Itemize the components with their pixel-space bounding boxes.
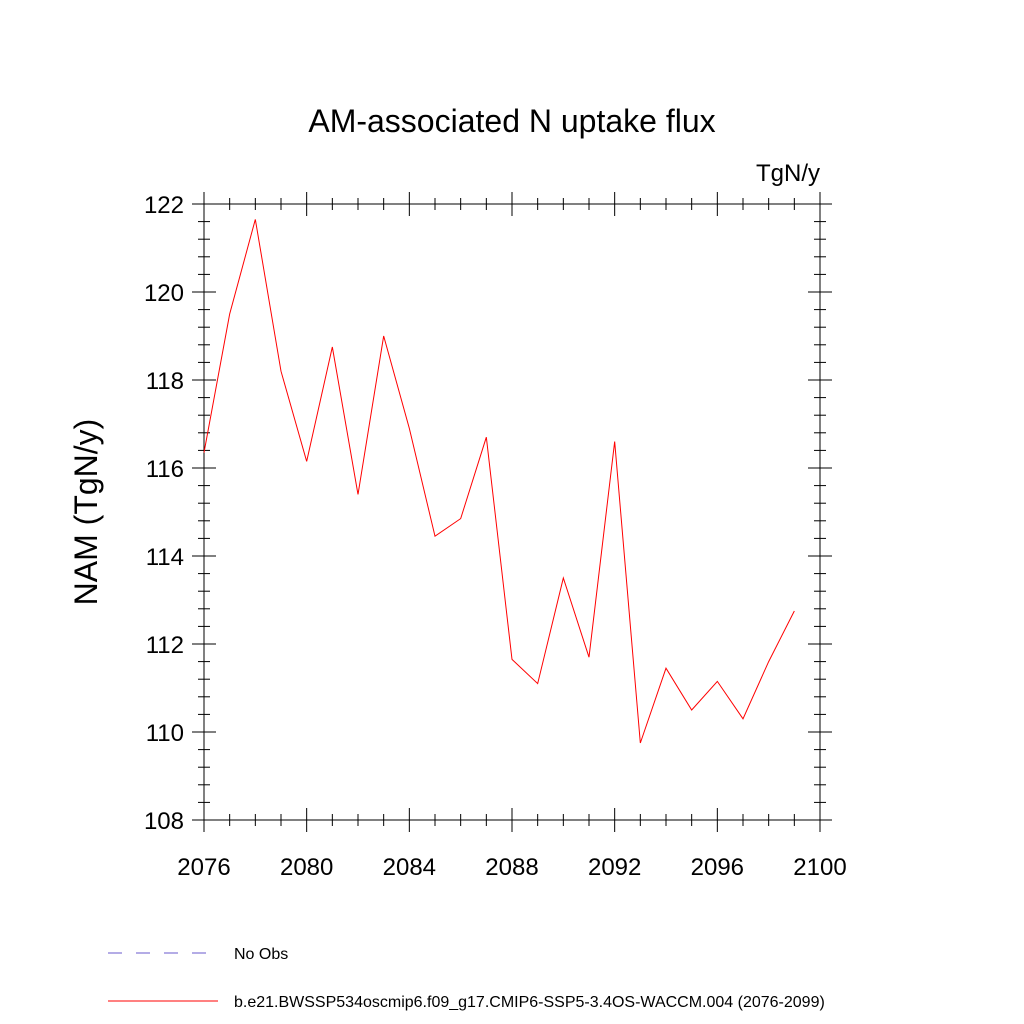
legend-label-model: b.e21.BWSSP534oscmip6.f09_g17.CMIP6-SSP5…	[234, 994, 825, 1011]
axis-ticks: 2076 2080 2084 2088 2092 2096 2100 108 110 112 114…	[144, 192, 847, 881]
series-group	[203, 219, 795, 744]
y-tick-label: 110	[146, 720, 184, 747]
legend: No Obs b.e21.BWSSP534oscmip6.f09_g17.CMI…	[108, 946, 825, 1011]
y-tick-label: 118	[146, 368, 184, 395]
x-tick-label: 2080	[280, 854, 333, 881]
y-tick-label: 116	[146, 456, 184, 483]
x-tick-label: 2076	[177, 854, 230, 881]
series-line	[203, 219, 795, 744]
units-label: TgN/y	[756, 160, 820, 187]
plot-frame	[203, 203, 821, 821]
y-tick-label: 112	[146, 632, 184, 659]
x-tick-label: 2092	[588, 854, 641, 881]
x-tick-label: 2100	[793, 854, 846, 881]
y-tick-label: 108	[144, 808, 184, 835]
y-tick-label: 114	[146, 544, 184, 571]
y-tick-label: 120	[144, 280, 184, 307]
y-tick-label: 122	[144, 192, 184, 219]
legend-label-no-obs: No Obs	[234, 946, 288, 963]
x-tick-label: 2084	[383, 854, 436, 881]
chart-title: AM-associated N uptake flux	[308, 103, 715, 139]
x-tick-label: 2088	[485, 854, 538, 881]
x-tick-label: 2096	[691, 854, 744, 881]
y-axis-label: NAM (TgN/y)	[68, 419, 104, 606]
